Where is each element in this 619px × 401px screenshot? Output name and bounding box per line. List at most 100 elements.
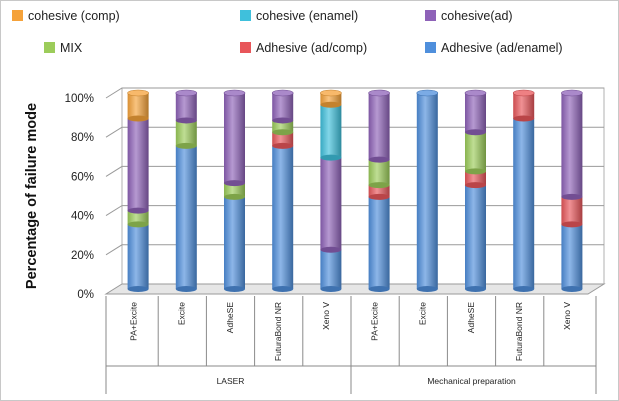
- legend-swatch: [44, 42, 55, 53]
- bar-top-cap: [512, 89, 535, 97]
- bar-segment-adhesive-ad-enamel: [416, 93, 438, 289]
- bar-segment-adhesive-ad-comp: [561, 196, 583, 225]
- bar-9-futurabond-nr: [512, 89, 535, 292]
- bar-segment-adhesive-ad-enamel: [513, 118, 535, 289]
- segment-bottom-cap: [561, 193, 583, 200]
- segment-bottom-cap: [513, 286, 535, 292]
- bar-segment-cohesive-comp: [320, 93, 342, 105]
- bar-top-cap: [271, 89, 294, 97]
- segment-bottom-cap: [320, 154, 342, 161]
- bar-top-cap: [464, 89, 487, 97]
- bar-segment-mix: [127, 210, 149, 225]
- segment-bottom-cap: [368, 156, 390, 163]
- bar-top-cap: [223, 89, 246, 97]
- y-tick-label: 80%: [71, 132, 94, 144]
- plot-area: [104, 87, 606, 295]
- segment-bottom-cap: [224, 286, 245, 292]
- gridline: [105, 87, 604, 99]
- bar-3-adhese: [223, 89, 246, 292]
- segment-bottom-cap: [320, 101, 342, 108]
- segment-bottom-cap: [175, 286, 197, 292]
- segment-bottom-cap: [127, 207, 149, 214]
- segment-bottom-cap: [368, 182, 390, 189]
- legend-swatch: [425, 42, 436, 53]
- legend: cohesive (comp) cohesive (enamel) cohesive…: [12, 9, 563, 55]
- bar-2-excite: [175, 89, 198, 292]
- bar-segment-cohesive-ad: [465, 93, 486, 133]
- segment-bottom-cap: [224, 193, 245, 200]
- bar-segment-adhesive-ad-enamel: [465, 185, 486, 289]
- x-tick-label: PA+Excite: [128, 302, 138, 341]
- bar-top-cap: [561, 89, 583, 97]
- legend-item-cohesive-enamel: cohesive (enamel): [240, 9, 358, 23]
- legend-swatch: [240, 10, 251, 21]
- legend-item-adhesive-ad-enamel: Adhesive (ad/enamel): [425, 41, 563, 55]
- bar-7-excite: [416, 89, 439, 292]
- x-tick-label: FuturaBond NR: [514, 302, 524, 361]
- legend-swatch: [240, 42, 251, 53]
- bar-top-cap: [175, 89, 198, 97]
- y-tick-label: 0%: [77, 289, 94, 301]
- bar-segment-adhesive-ad-comp: [513, 93, 535, 119]
- legend-label: Adhesive (ad/comp): [256, 41, 367, 55]
- bar-segment-cohesive-ad: [320, 157, 342, 250]
- group-label-mechanical-preparation: Mechanical preparation: [427, 376, 516, 386]
- gridline: [105, 126, 604, 138]
- bar-5-xeno-v: [320, 89, 342, 292]
- bar-4-futurabond-nr: [271, 89, 294, 292]
- y-axis-label: Percentage of failure mode: [24, 103, 40, 289]
- segment-bottom-cap: [465, 168, 486, 175]
- bar-segment-cohesive-enamel: [320, 104, 342, 158]
- bar-segment-mix: [175, 120, 197, 146]
- bar-top-cap: [127, 89, 149, 97]
- bar-segment-cohesive-comp: [127, 93, 149, 119]
- segment-bottom-cap: [127, 221, 149, 228]
- legend-swatch: [425, 10, 436, 21]
- x-axis: PA+Excite Excite AdheSE FuturaBond NR Xeno V…: [105, 296, 597, 394]
- bar-top-cap: [416, 89, 439, 97]
- segment-bottom-cap: [127, 115, 149, 122]
- segment-bottom-cap: [272, 286, 294, 292]
- bar-segment-cohesive-ad: [175, 93, 197, 121]
- segment-bottom-cap: [224, 180, 245, 187]
- segment-bottom-cap: [368, 193, 390, 200]
- bar-segment-adhesive-ad-enamel: [320, 249, 342, 289]
- bar-segment-cohesive-ad: [224, 93, 245, 184]
- x-tick-label: Excite: [177, 302, 187, 325]
- x-tick-label: AdheSE: [466, 302, 476, 334]
- bar-segment-adhesive-ad-enamel: [127, 224, 149, 289]
- segment-bottom-cap: [272, 117, 294, 124]
- bar-segment-cohesive-ad: [561, 93, 583, 197]
- bar-segment-mix: [272, 120, 294, 133]
- x-tick-label: Xeno V: [562, 302, 572, 330]
- bar-segment-adhesive-ad-comp: [465, 171, 486, 186]
- x-tick-label: PA+Excite: [369, 302, 379, 341]
- bar-segment-mix: [368, 159, 390, 186]
- bar-segment-adhesive-ad-enamel: [368, 196, 390, 289]
- y-tick-label: 20%: [71, 250, 94, 262]
- x-tick-label: Xeno V: [321, 302, 331, 330]
- x-tick-label: FuturaBond NR: [273, 302, 283, 361]
- bar-10-xeno-v: [561, 89, 583, 292]
- x-tick-label: Excite: [418, 302, 428, 325]
- group-label-laser: LASER: [217, 376, 245, 386]
- bar-top-cap: [320, 89, 342, 97]
- segment-bottom-cap: [127, 286, 149, 292]
- segment-bottom-cap: [513, 115, 535, 122]
- bar-1-pa-excite: [127, 89, 149, 292]
- y-tick-label: 100%: [65, 93, 94, 105]
- bar-segment-adhesive-ad-comp: [368, 185, 390, 197]
- bar-segment-adhesive-ad-enamel: [175, 145, 197, 289]
- segment-bottom-cap: [465, 182, 486, 189]
- legend-item-cohesive-comp: cohesive (comp): [12, 9, 120, 23]
- segment-bottom-cap: [320, 246, 342, 253]
- segment-bottom-cap: [368, 286, 390, 292]
- gridline: [105, 205, 604, 217]
- segment-bottom-cap: [465, 286, 486, 292]
- bar-8-adhese: [464, 89, 487, 292]
- legend-swatch: [12, 10, 23, 21]
- bar-top-cap: [368, 89, 390, 97]
- legend-label: cohesive (enamel): [256, 9, 358, 23]
- bar-segment-cohesive-ad: [368, 93, 390, 160]
